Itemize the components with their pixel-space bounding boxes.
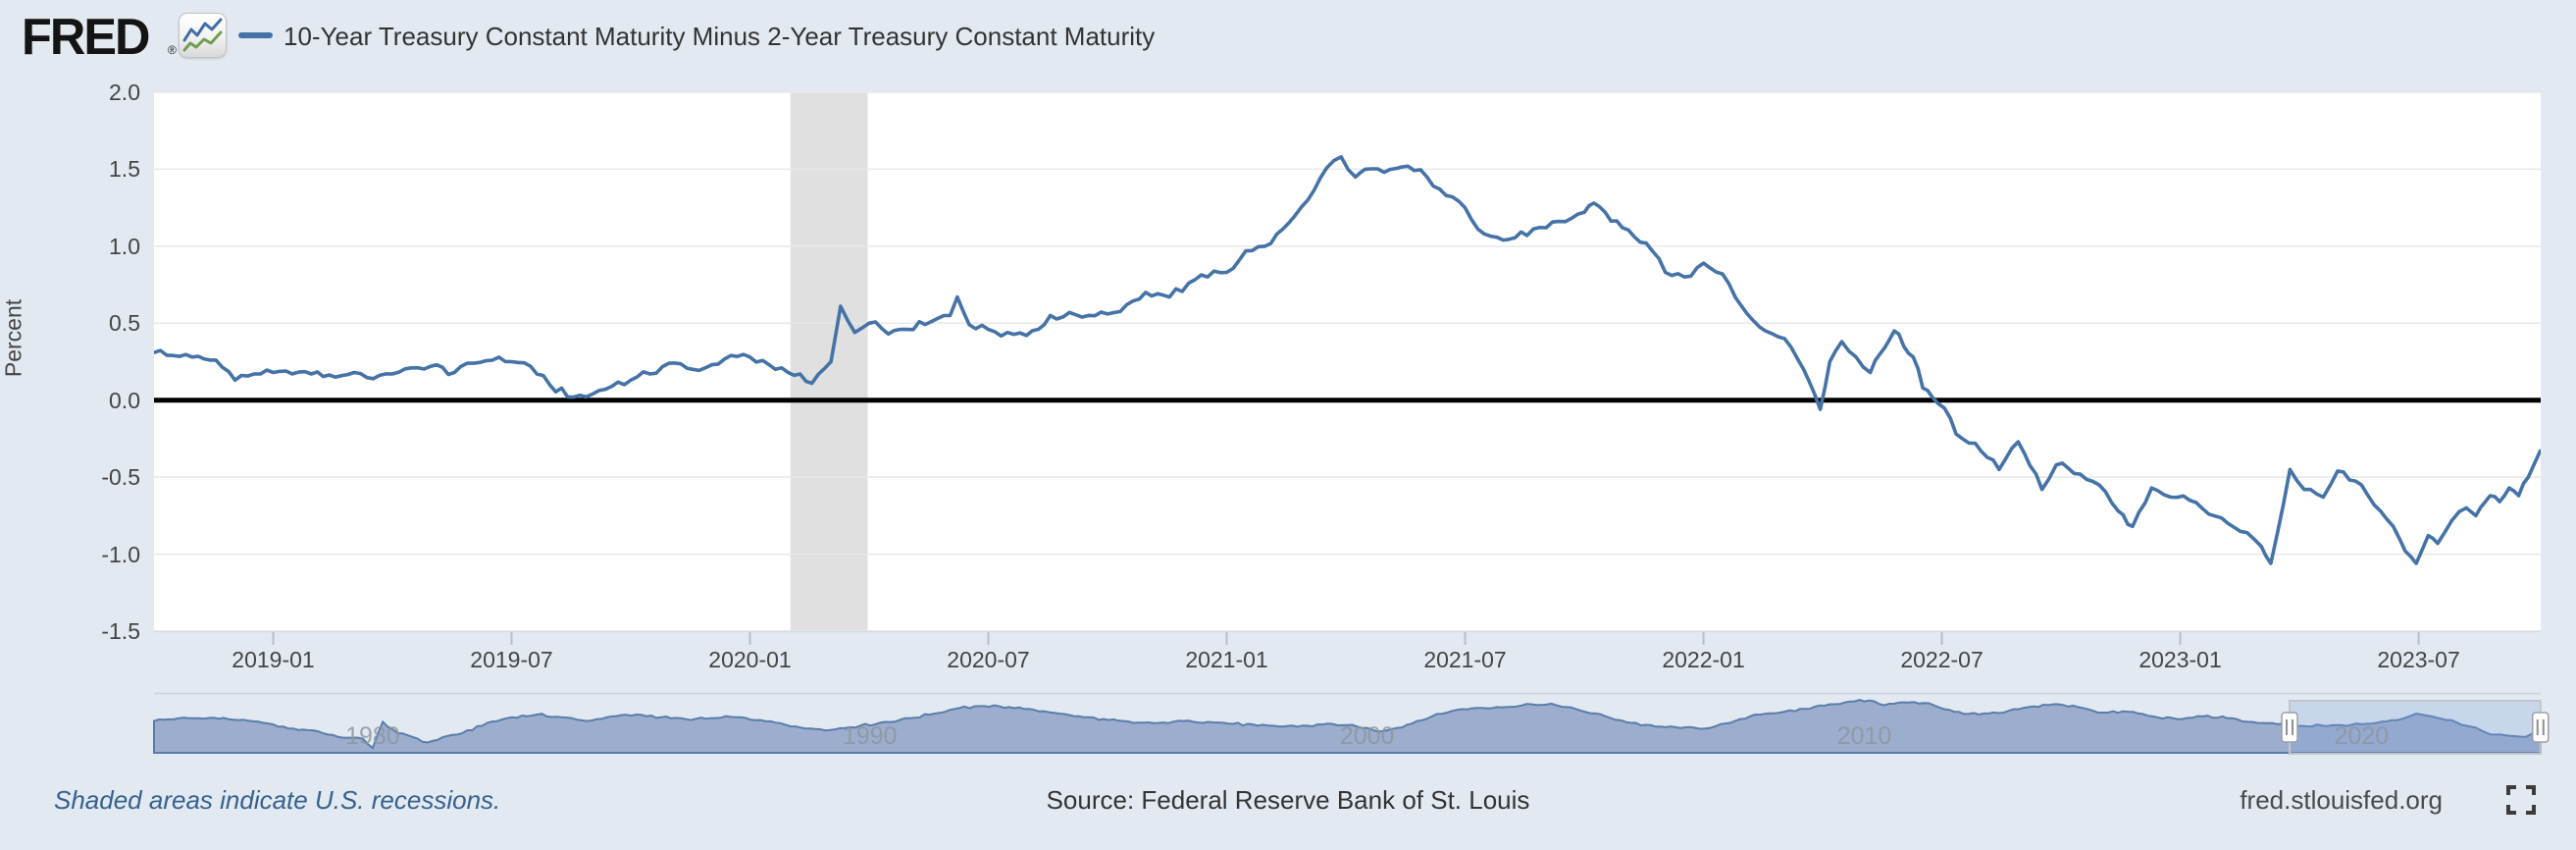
x-axis-tick-label: 2020-07 [947, 647, 1030, 672]
y-axis-tick-label: -0.5 [101, 464, 140, 491]
chart-canvas[interactable] [0, 0, 2576, 775]
x-axis-tick-label: 2020-01 [708, 647, 792, 672]
recession-note: Shaded areas indicate U.S. recessions. [54, 785, 501, 815]
slider-decade-label: 2010 [1836, 722, 1892, 750]
fred-logo[interactable]: FRED [22, 9, 150, 66]
x-axis-tick-label: 2022-01 [1662, 647, 1745, 672]
line-chart-icon [179, 13, 227, 58]
slider-decade-label: 1990 [842, 722, 898, 750]
slider-decade-label: 2000 [1339, 722, 1395, 750]
x-axis-tick-label: 2021-01 [1185, 647, 1268, 672]
y-axis-tick-label: -1.0 [101, 541, 140, 567]
x-axis-tick-label: 2019-01 [232, 647, 315, 672]
slider-overview-area[interactable] [153, 699, 2542, 754]
slider-decade-label: 1980 [345, 722, 400, 750]
x-axis-tick-label: 2023-01 [2138, 647, 2222, 672]
fullscreen-expand-icon[interactable] [2505, 784, 2537, 816]
slider-decade-label: 2020 [2334, 722, 2390, 750]
legend-line-swatch [238, 32, 273, 38]
registered-trademark: ® [168, 43, 177, 57]
y-axis-tick-label: 2.0 [109, 80, 140, 105]
source-attribution: Source: Federal Reserve Bank of St. Loui… [1046, 785, 1530, 815]
plot-background[interactable] [154, 92, 2541, 631]
y-axis-tick-label: 1.0 [109, 233, 140, 259]
x-axis-tick-label: 2022-07 [1900, 647, 1984, 672]
y-axis-tick-label: 0.0 [109, 387, 140, 413]
y-axis-tick-label: 1.5 [109, 156, 140, 183]
slider-handle-right[interactable] [2532, 712, 2550, 743]
x-axis-tick-label: 2023-07 [2377, 647, 2460, 672]
data-line[interactable] [154, 155, 2541, 565]
x-axis-tick-label: 2019-07 [470, 647, 553, 672]
site-link[interactable]: fred.stlouisfed.org [2240, 785, 2443, 815]
slider-handle-left[interactable] [2281, 712, 2298, 743]
y-axis-tick-label: 0.5 [109, 310, 140, 337]
series-title: 10-Year Treasury Constant Maturity Minus… [283, 22, 1156, 51]
y-axis-tick-label: -1.5 [101, 618, 140, 644]
x-axis-tick-label: 2021-07 [1423, 647, 1507, 672]
